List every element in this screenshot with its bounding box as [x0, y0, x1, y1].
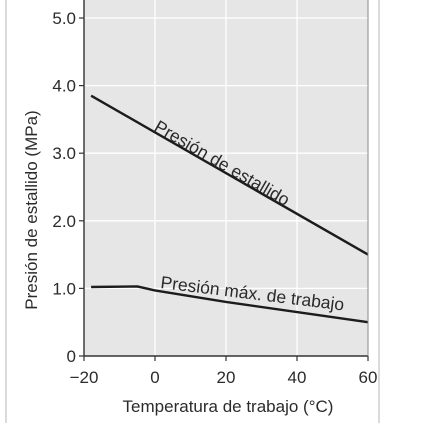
series-lines [90, 94, 369, 324]
grid [84, 0, 368, 356]
x-tick-label: 40 [288, 368, 307, 387]
y-tick-label: 2.0 [52, 212, 76, 231]
x-tick-labels: −20 0 20 40 60 [70, 368, 378, 387]
x-tick-label: 60 [359, 368, 378, 387]
y-tick-labels: 0 1.0 2.0 3.0 4.0 5.0 [52, 9, 76, 366]
x-tick-label: 20 [217, 368, 236, 387]
axes [79, 0, 369, 361]
y-axis-title: Presión de estallido (MPa) [22, 110, 41, 309]
series-line-burst-pressure [90, 94, 369, 256]
y-tick-label: 5.0 [52, 9, 76, 28]
series-line-max-working-pressure [91, 285, 369, 324]
y-tick-label: 3.0 [52, 144, 76, 163]
x-tick-label: 0 [150, 368, 159, 387]
x-axis-title: Temperatura de trabajo (°C) [123, 397, 334, 416]
y-tick-label: 4.0 [52, 77, 76, 96]
y-tick-label: 1.0 [52, 279, 76, 298]
y-tick-label: 0 [67, 347, 76, 366]
x-tick-label: −20 [70, 368, 99, 387]
